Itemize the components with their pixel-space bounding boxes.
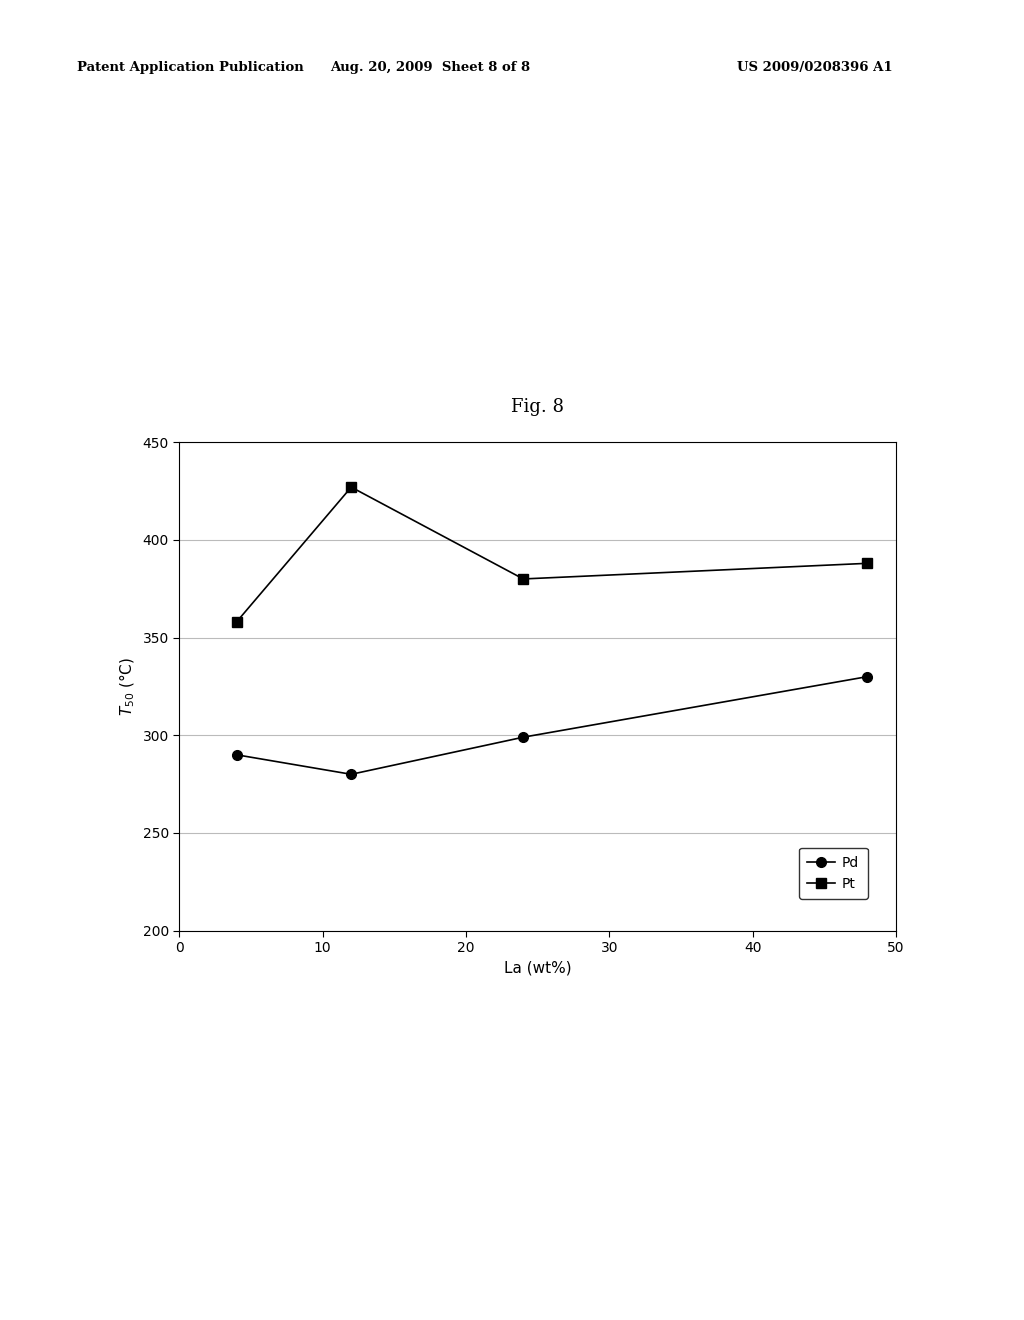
Pd bbox=[517, 729, 529, 744]
Text: Aug. 20, 2009  Sheet 8 of 8: Aug. 20, 2009 Sheet 8 of 8 bbox=[330, 61, 530, 74]
Pd bbox=[230, 747, 243, 763]
Pt bbox=[230, 614, 243, 630]
Text: Patent Application Publication: Patent Application Publication bbox=[77, 61, 303, 74]
Pd bbox=[345, 767, 357, 783]
Pt bbox=[517, 572, 529, 587]
X-axis label: La (wt%): La (wt%) bbox=[504, 961, 571, 975]
Line: Pt: Pt bbox=[231, 482, 872, 627]
Pt bbox=[861, 556, 873, 572]
Pt bbox=[345, 479, 357, 495]
Line: Pd: Pd bbox=[231, 672, 872, 779]
Y-axis label: $T_{50}$ (°C): $T_{50}$ (°C) bbox=[118, 657, 137, 715]
Text: Fig. 8: Fig. 8 bbox=[511, 397, 564, 416]
Legend: Pd, Pt: Pd, Pt bbox=[799, 847, 867, 899]
Pd bbox=[861, 669, 873, 685]
Text: US 2009/0208396 A1: US 2009/0208396 A1 bbox=[737, 61, 893, 74]
